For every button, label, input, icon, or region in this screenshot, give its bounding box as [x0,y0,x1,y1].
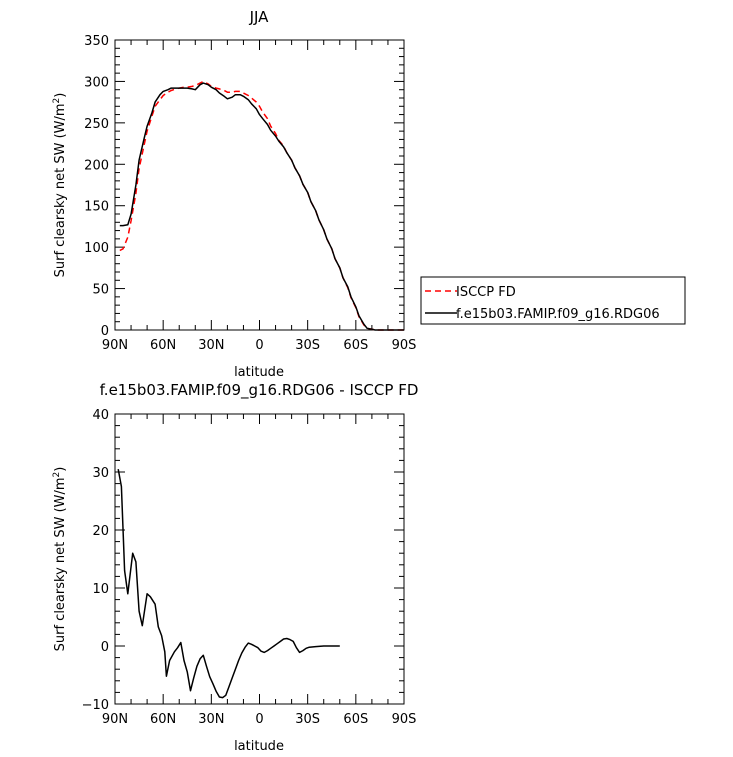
top-x-tick-label: 90S [392,338,417,353]
top-x-tick-label: 30S [295,338,320,353]
top-x-tick-label: 0 [255,338,263,353]
top-y-tick-label: 150 [84,200,109,215]
bottom-series-lines [117,468,340,699]
top-x-axis-label: latitude [234,365,284,380]
top-x-tick-label: 30N [198,338,224,353]
bottom-x-tick-label: 30S [295,712,320,727]
legend: ISCCP FD f.e15b03.FAMIP.f09_g16.RDG06 [420,276,686,325]
top-y-tick-label: 300 [84,75,109,90]
bottom-y-axis-label: Surf clearsky net SW (W/m2) [52,467,68,652]
bottom-chart-title: f.e15b03.FAMIP.f09_g16.RDG06 - ISCCP FD [100,381,419,400]
bottom-series-line-0 [117,468,340,699]
bottom-x-tick-label: 30N [198,712,224,727]
top-x-tick-label: 60S [343,338,368,353]
top-plot-frame [114,39,405,331]
bottom-panel: f.e15b03.FAMIP.f09_g16.RDG06 - ISCCP FD … [52,381,418,754]
legend-box [420,276,686,325]
top-y-axis-label: Surf clearsky net SW (W/m2) [52,93,68,278]
legend-label-model: f.e15b03.FAMIP.f09_g16.RDG06 [456,307,660,322]
top-y-tick-label: 50 [92,283,109,298]
top-axis-ticks: 90N 60N 30N 0 30S 60S 90S 0 50 100 150 200 250 300 350 [84,34,416,353]
bottom-y-tick-label: 10 [92,582,109,597]
bottom-x-tick-label: 90S [392,712,417,727]
bottom-y-tick-label: 0 [101,640,109,655]
bottom-x-axis-label: latitude [234,739,284,754]
bottom-y-tick-label: 40 [92,408,109,423]
bottom-y-tick-label: −10 [82,698,109,713]
bottom-x-tick-label: 60S [343,712,368,727]
top-x-tick-label: 60N [150,338,176,353]
top-series-line-1 [119,82,404,331]
bottom-y-tick-label: 20 [92,524,109,539]
top-x-tick-label: 90N [102,338,128,353]
top-y-tick-label: 100 [84,241,109,256]
top-y-tick-label: 350 [84,34,109,49]
bottom-x-tick-label: 90N [102,712,128,727]
bottom-x-tick-label: 60N [150,712,176,727]
bottom-axis-ticks: 90N 60N 30N 0 30S 60S 90S −10 0 10 20 30 40 [82,408,417,727]
top-y-tick-label: 200 [84,158,109,173]
legend-label-isccp: ISCCP FD [456,285,516,300]
top-y-tick-label: 250 [84,117,109,132]
bottom-plot-frame [114,413,405,705]
top-y-tick-label: 0 [101,324,109,339]
top-chart-title: JJA [249,8,270,26]
top-series-lines [119,80,404,331]
bottom-y-tick-label: 30 [92,466,109,481]
bottom-x-tick-label: 0 [255,712,263,727]
top-panel: JJA 90N 60N 30N 0 30S 60S 90S 0 50 100 150 200 250 30… [52,8,416,380]
